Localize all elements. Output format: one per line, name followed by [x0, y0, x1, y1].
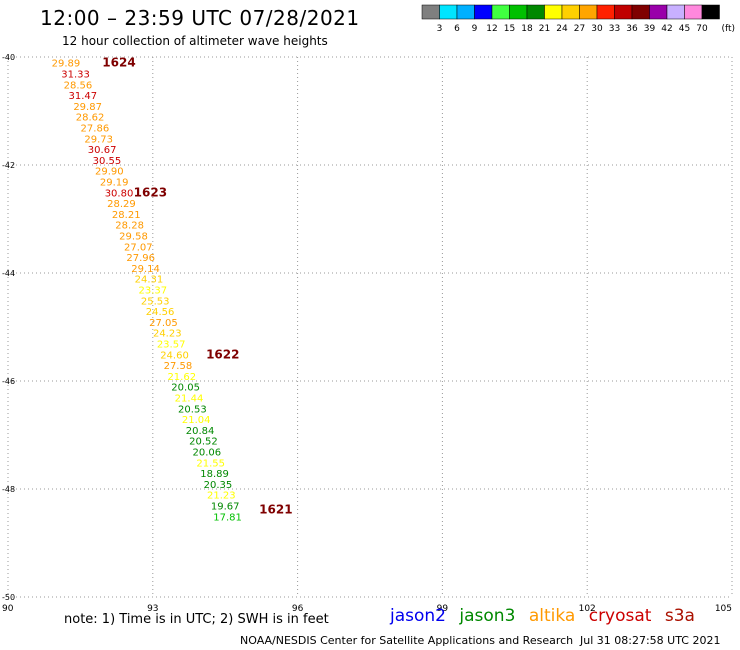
satellite-s3a: s3a — [664, 606, 695, 626]
color-scale-tick: 9 — [472, 24, 478, 34]
data-point-label: 20.35 — [204, 480, 233, 491]
y-tick-label: -42 — [2, 161, 15, 170]
time-label: 1624 — [102, 56, 135, 70]
data-point-label: 27.05 — [149, 318, 178, 329]
data-point-label: 21.44 — [175, 394, 204, 405]
y-tick-label: -44 — [2, 269, 15, 278]
chart-subtitle: 12 hour collection of altimeter wave hei… — [62, 34, 328, 48]
data-point-label: 17.81 — [213, 512, 242, 523]
data-point-label: 30.80 — [105, 188, 134, 199]
time-label: 1622 — [206, 347, 239, 361]
data-point-label: 27.58 — [164, 361, 193, 372]
data-point-label: 23.37 — [138, 286, 167, 297]
data-point-label: 21.62 — [167, 372, 196, 383]
data-point-label: 21.55 — [196, 458, 225, 469]
data-point-label: 24.23 — [153, 329, 182, 340]
color-scale-unit: (ft) — [722, 24, 736, 34]
color-scale-tick: 12 — [486, 24, 497, 34]
credit-line: NOAA/NESDIS Center for Satellite Applica… — [240, 634, 574, 647]
color-scale-tick: 21 — [539, 24, 550, 34]
color-scale-tick: 30 — [591, 24, 603, 34]
color-scale-tick: 3 — [437, 24, 443, 34]
data-point-label: 20.06 — [193, 448, 222, 459]
data-point-label: 27.86 — [81, 124, 110, 135]
y-tick-label: -40 — [2, 53, 15, 62]
color-scale-tick: 33 — [609, 24, 620, 34]
data-point-label: 23.57 — [157, 340, 186, 351]
data-point-label: 31.47 — [68, 91, 97, 102]
color-scale-tick: 36 — [626, 24, 638, 34]
x-tick-label: 99 — [437, 604, 449, 614]
data-point-label: 20.84 — [186, 426, 215, 437]
data-point-label: 19.67 — [211, 502, 240, 513]
data-point-label: 29.90 — [95, 167, 124, 178]
color-scale-tick: 24 — [556, 24, 568, 34]
x-tick-label: 93 — [147, 604, 158, 614]
x-tick-label: 96 — [292, 604, 304, 614]
satellite-legend: jason2 jason3 altika cryosat s3a — [390, 606, 703, 626]
color-swatch — [701, 4, 720, 20]
data-point-label: 28.29 — [107, 199, 136, 210]
generated-timestamp: Jul 31 08:27:58 UTC 2021 — [580, 634, 721, 647]
data-point-label: 30.67 — [88, 145, 117, 156]
data-point-label: 29.89 — [52, 59, 81, 70]
data-point-label: 21.23 — [207, 491, 236, 502]
data-point-label: 21.04 — [182, 415, 211, 426]
satellite-altika: altika — [528, 606, 576, 626]
color-scale-tick: 18 — [521, 24, 533, 34]
color-scale-tick: 6 — [454, 24, 460, 34]
data-point-label: 24.31 — [135, 275, 164, 286]
data-point-label: 25.53 — [141, 296, 170, 307]
data-point-label: 29.87 — [73, 102, 102, 113]
data-point-label: 29.58 — [119, 232, 148, 243]
color-scale-legend: 3 6 9 12 15 18 21 24 27 30 33 36 39 42 45 70 (ft) — [421, 4, 736, 34]
data-point-label: 28.56 — [64, 80, 93, 91]
data-point-label: 20.05 — [171, 383, 200, 394]
data-point-label: 28.28 — [115, 221, 144, 232]
footer-note: note: 1) Time is in UTC; 2) SWH is in fe… — [64, 612, 329, 627]
color-scale-tick: 15 — [504, 24, 515, 34]
data-point-label: 29.14 — [131, 264, 160, 275]
data-point-label: 31.33 — [61, 70, 90, 81]
chart-title: 12:00 – 23:59 UTC 07/28/2021 — [40, 6, 360, 30]
color-scale-tick: 42 — [661, 24, 672, 34]
data-point-label: 24.60 — [160, 350, 189, 361]
x-tick-label: 102 — [579, 604, 596, 614]
color-scale-tick: 27 — [574, 24, 585, 34]
color-scale-tick: 45 — [679, 24, 690, 34]
y-tick-label: -50 — [2, 593, 15, 602]
color-scale-tick: 70 — [696, 24, 708, 34]
data-point-label: 24.56 — [146, 307, 175, 318]
satellite-cryosat: cryosat — [588, 606, 652, 626]
data-point-label: 27.07 — [124, 242, 153, 253]
data-point-label: 30.55 — [93, 156, 122, 167]
data-point-label: 18.89 — [200, 469, 229, 480]
data-point-label: 29.73 — [84, 134, 113, 145]
satellite-jason3: jason3 — [459, 606, 516, 626]
time-label: 1623 — [134, 185, 167, 199]
color-scale-tick: 39 — [644, 24, 656, 34]
data-point-label: 28.62 — [76, 113, 105, 124]
data-point-label: 27.96 — [126, 253, 155, 264]
time-label: 1621 — [259, 502, 292, 516]
data-point-label: 20.52 — [189, 437, 218, 448]
y-tick-label: -46 — [2, 377, 15, 386]
satellite-jason2: jason2 — [390, 606, 446, 626]
data-point-label: 28.21 — [112, 210, 141, 221]
data-point-label: 20.53 — [178, 404, 207, 415]
x-tick-label: 105 — [715, 604, 732, 614]
x-tick-label: 90 — [2, 604, 14, 614]
data-point-label: 29.19 — [100, 178, 129, 189]
y-tick-label: -48 — [2, 485, 15, 494]
